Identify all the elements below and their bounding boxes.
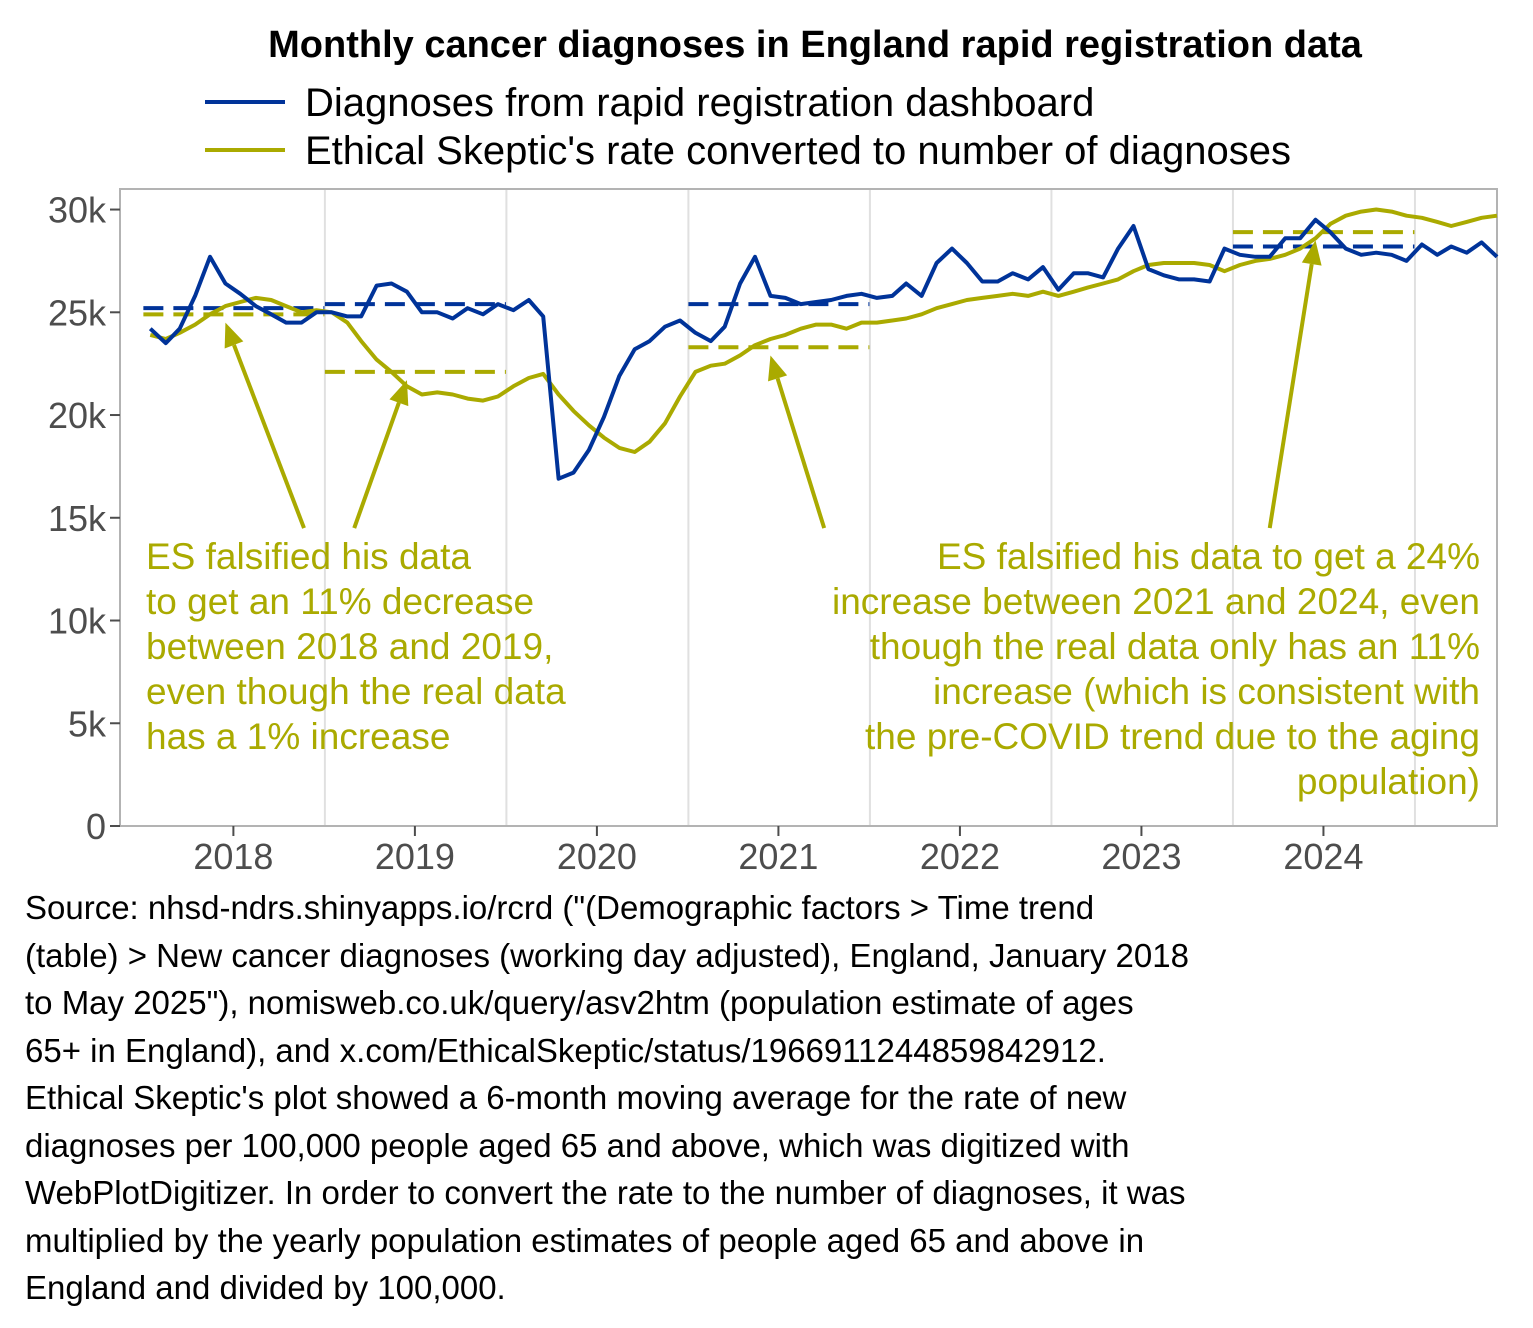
annotation-text-0-1: to get an 11% decrease xyxy=(146,581,534,622)
legend-label-0: Diagnoses from rapid registration dashbo… xyxy=(305,81,1094,125)
annotation-arrowhead-1-1 xyxy=(1301,240,1322,266)
annotation-text-1-3: increase (which is consistent with xyxy=(933,671,1480,712)
annotation-arrow-0-0 xyxy=(232,344,306,529)
y-tick-label-3: 15k xyxy=(48,498,107,539)
x-axis: 2018 2019 2020 2021 2022 2023 2024 xyxy=(193,826,1363,877)
annotation-arrowhead-0-0 xyxy=(224,322,244,349)
caption-line: Source: nhsd-ndrs.shinyapps.io/rcrd ("(D… xyxy=(25,889,1095,926)
x-tick-label-3: 2021 xyxy=(738,836,818,877)
y-tick-label-4: 20k xyxy=(48,395,107,436)
y-axis: 0 5k 10k 15k 20k 25k 30k xyxy=(48,190,120,847)
caption-line: multiplied by the yearly population esti… xyxy=(25,1221,1145,1259)
y-tick-label-0: 0 xyxy=(86,806,106,847)
annotation-arrow-0-1 xyxy=(352,402,401,529)
annotation-arrow-1-0 xyxy=(775,377,827,529)
series-line-0 xyxy=(148,217,1499,481)
legend-label-1: Ethical Skeptic's rate converted to numb… xyxy=(305,129,1291,173)
caption-line: 65+ in England), and x.com/EthicalSkepti… xyxy=(25,1031,1106,1069)
series-line-1 xyxy=(149,207,1498,454)
caption-line: (table) > New cancer diagnoses (working … xyxy=(25,936,1189,974)
annotation-arrow-1-1 xyxy=(1267,263,1314,529)
y-tick-label-1: 5k xyxy=(68,703,107,744)
grid-lines xyxy=(323,190,1416,825)
x-tick-label-5: 2023 xyxy=(1101,836,1181,877)
x-tick-label-4: 2022 xyxy=(920,836,1000,877)
annotation-text-1-2: though the real data only has an 11% xyxy=(870,626,1480,667)
annotation-text-0-3: even though the real data xyxy=(146,671,566,712)
caption-line: WebPlotDigitizer. In order to convert th… xyxy=(25,1174,1186,1211)
source-caption: Source: nhsd-ndrs.shinyapps.io/rcrd ("(D… xyxy=(25,884,1515,1312)
chart-title: Monthly cancer diagnoses in England rapi… xyxy=(268,24,1363,66)
annotation-text-1-4: the pre-COVID trend due to the aging xyxy=(865,716,1480,757)
series-lines xyxy=(148,207,1499,481)
annotation-arrowhead-0-1 xyxy=(389,380,409,407)
annotation-text-1-0: ES falsified his data to get a 24% xyxy=(937,536,1480,577)
x-tick-label-6: 2024 xyxy=(1283,836,1363,877)
x-tick-label-2: 2020 xyxy=(557,836,637,877)
annotation-text-0-4: has a 1% increase xyxy=(146,716,450,757)
legend: Diagnoses from rapid registration dashbo… xyxy=(205,81,1291,173)
chart: Monthly cancer diagnoses in England rapi… xyxy=(48,24,1499,877)
annotation-text-0-0: ES falsified his data xyxy=(146,536,471,577)
annotation-text-1-1: increase between 2021 and 2024, even xyxy=(832,581,1480,622)
annotation-text-1-5: population) xyxy=(1297,761,1480,802)
annotation-arrowhead-1-0 xyxy=(768,355,788,382)
caption-line: diagnoses per 100,000 people aged 65 and… xyxy=(25,1126,1130,1164)
annotation-text-0-2: between 2018 and 2019, xyxy=(146,626,553,667)
x-tick-label-1: 2019 xyxy=(375,836,455,877)
y-tick-label-2: 10k xyxy=(48,601,107,642)
x-tick-label-0: 2018 xyxy=(193,836,273,877)
caption-line: Ethical Skeptic's plot showed a 6-month … xyxy=(25,1079,1127,1116)
y-tick-label-6: 30k xyxy=(48,190,107,231)
plot-panel xyxy=(119,188,1498,827)
caption-line: to May 2025"), nomisweb.co.uk/query/asv2… xyxy=(25,984,1134,1021)
y-tick-label-5: 25k xyxy=(48,292,107,333)
caption-line: England and divided by 100,000. xyxy=(25,1269,506,1306)
